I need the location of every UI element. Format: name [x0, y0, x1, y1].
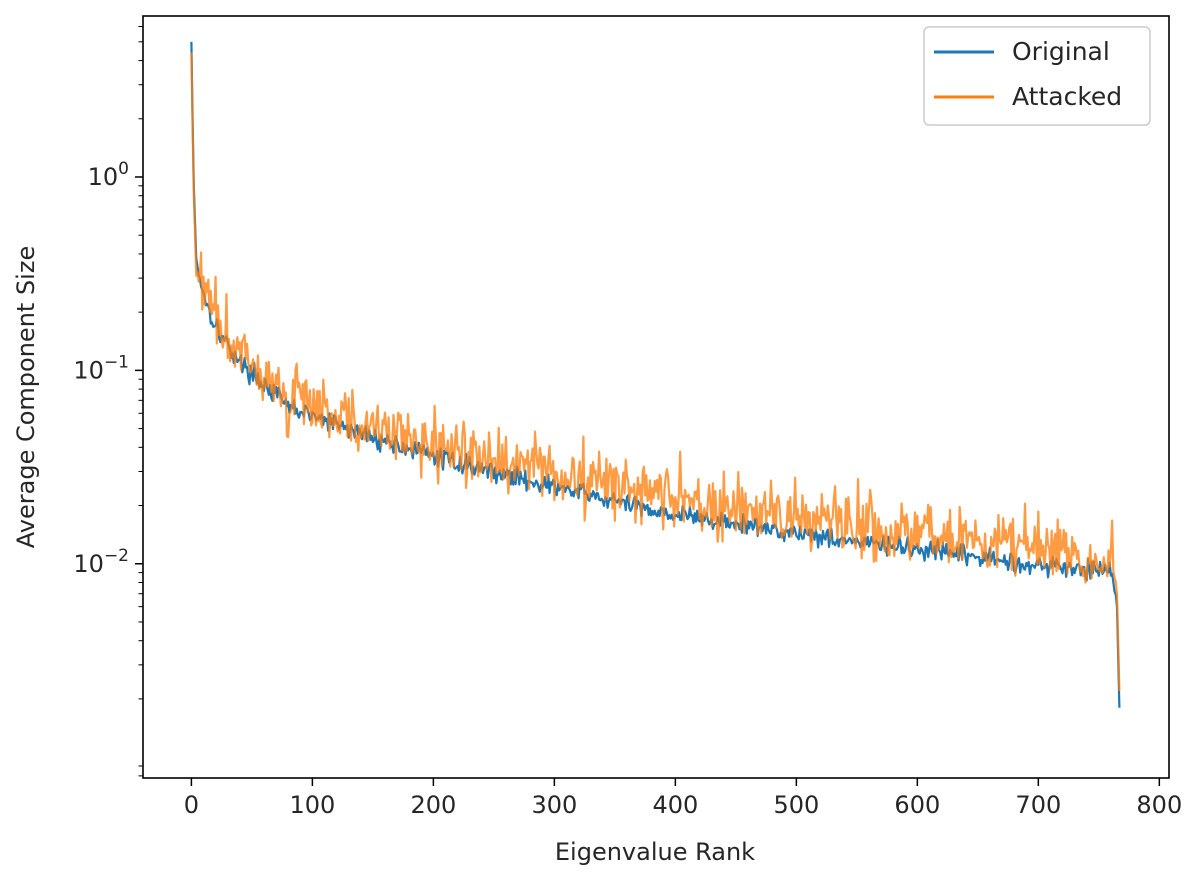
y-tick-label: 100 — [88, 159, 129, 191]
y-tick-label: 10−2 — [73, 546, 129, 578]
y-tick-label: 10−1 — [73, 352, 129, 384]
plot-area — [190, 41, 1121, 708]
y-axis: 100 10−1 10−2 — [73, 26, 143, 777]
x-tick-label: 300 — [531, 791, 577, 819]
legend-label-original: Original — [1012, 37, 1110, 66]
axes-frame — [142, 15, 1170, 779]
x-tick-label: 700 — [1015, 791, 1061, 819]
x-axis-title: Eigenvalue Rank — [555, 838, 755, 866]
x-tick-label: 400 — [652, 791, 698, 819]
legend-label-attacked: Attacked — [1012, 82, 1122, 111]
y-axis-title: Average Component Size — [12, 246, 40, 548]
series-line-original — [190, 41, 1121, 708]
series-line-attacked — [190, 52, 1121, 691]
x-tick-label: 200 — [410, 791, 456, 819]
x-tick-label: 500 — [773, 791, 819, 819]
legend: Original Attacked — [923, 26, 1151, 126]
x-tick-label: 800 — [1136, 791, 1182, 819]
x-axis: 0 100 200 300 400 500 600 700 800 — [184, 778, 1182, 819]
x-tick-label: 100 — [289, 791, 335, 819]
x-tick-label: 600 — [894, 791, 940, 819]
x-tick-label: 0 — [184, 791, 199, 819]
